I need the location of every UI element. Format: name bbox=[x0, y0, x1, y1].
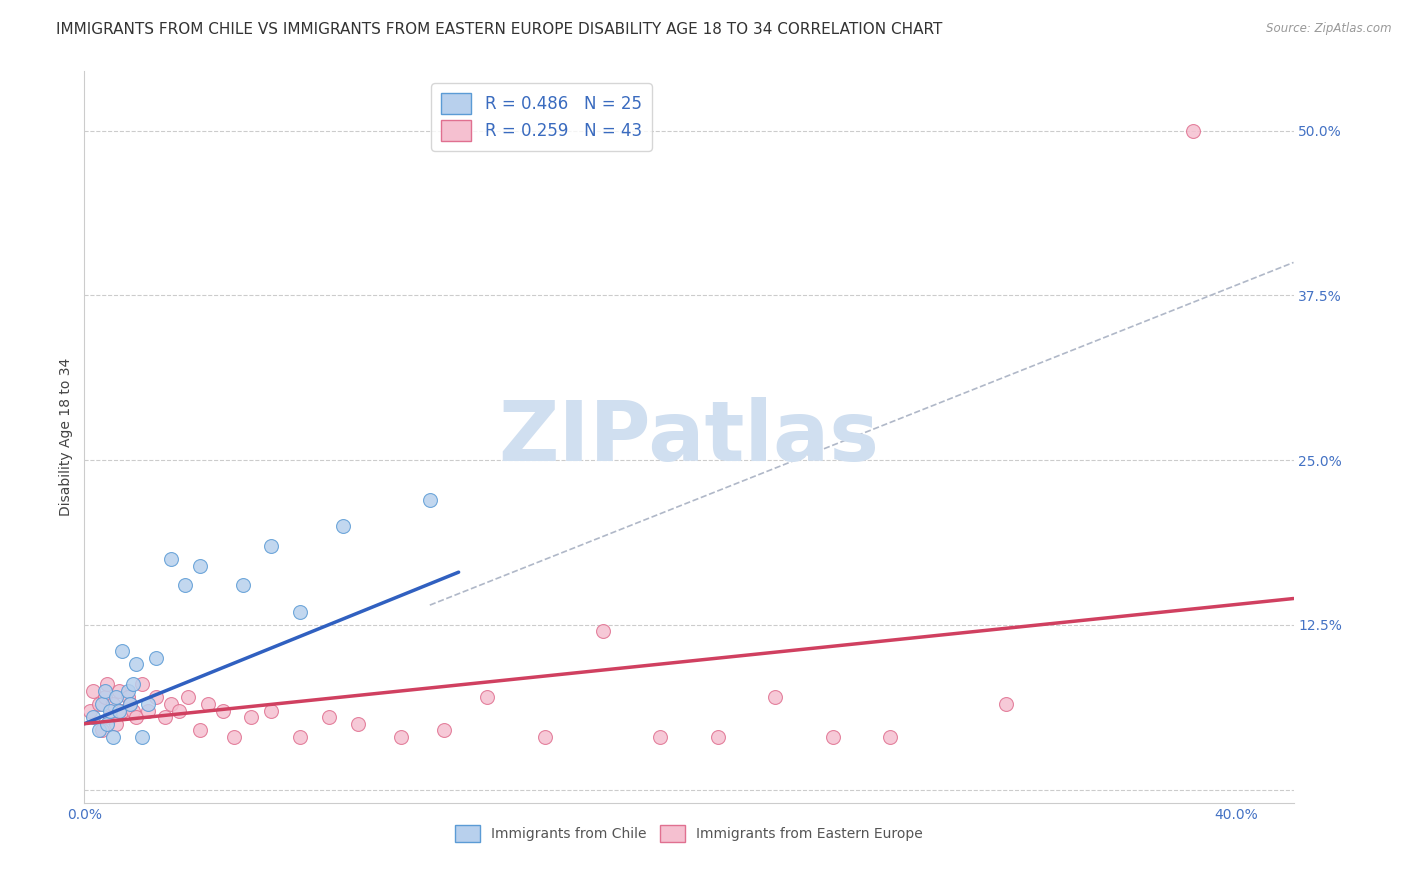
Point bbox=[188, 558, 211, 573]
Point bbox=[332, 519, 354, 533]
Point bbox=[108, 704, 131, 718]
Point bbox=[90, 697, 112, 711]
Point bbox=[98, 710, 121, 724]
Point bbox=[879, 730, 901, 744]
Point bbox=[159, 697, 181, 711]
Point bbox=[125, 710, 148, 724]
Point bbox=[650, 730, 672, 744]
Point bbox=[111, 644, 134, 658]
Point bbox=[90, 723, 112, 738]
Point bbox=[177, 690, 200, 705]
Point bbox=[117, 690, 139, 705]
Point bbox=[122, 704, 145, 718]
Point bbox=[592, 624, 614, 639]
Point bbox=[222, 730, 245, 744]
Point bbox=[108, 683, 131, 698]
Legend: Immigrants from Chile, Immigrants from Eastern Europe: Immigrants from Chile, Immigrants from E… bbox=[449, 819, 929, 847]
Text: Source: ZipAtlas.com: Source: ZipAtlas.com bbox=[1267, 22, 1392, 36]
Point bbox=[111, 704, 134, 718]
Point bbox=[120, 697, 142, 711]
Point bbox=[82, 683, 104, 698]
Point bbox=[87, 697, 110, 711]
Point bbox=[211, 704, 233, 718]
Point bbox=[260, 704, 283, 718]
Point bbox=[98, 704, 121, 718]
Point bbox=[534, 730, 557, 744]
Point bbox=[389, 730, 412, 744]
Point bbox=[93, 683, 115, 698]
Point bbox=[994, 697, 1017, 711]
Point bbox=[96, 677, 118, 691]
Y-axis label: Disability Age 18 to 34: Disability Age 18 to 34 bbox=[59, 358, 73, 516]
Point bbox=[93, 690, 115, 705]
Point bbox=[101, 697, 124, 711]
Point bbox=[290, 730, 312, 744]
Point bbox=[477, 690, 499, 705]
Point bbox=[347, 716, 370, 731]
Point bbox=[174, 578, 197, 592]
Point bbox=[821, 730, 844, 744]
Point bbox=[763, 690, 786, 705]
Point bbox=[159, 552, 181, 566]
Point bbox=[131, 730, 153, 744]
Point bbox=[1181, 123, 1204, 137]
Point bbox=[136, 704, 159, 718]
Point bbox=[82, 710, 104, 724]
Point bbox=[120, 697, 142, 711]
Point bbox=[188, 723, 211, 738]
Point bbox=[145, 650, 167, 665]
Point bbox=[125, 657, 148, 672]
Point bbox=[122, 677, 145, 691]
Point bbox=[117, 683, 139, 698]
Point bbox=[260, 539, 283, 553]
Point bbox=[419, 492, 441, 507]
Text: IMMIGRANTS FROM CHILE VS IMMIGRANTS FROM EASTERN EUROPE DISABILITY AGE 18 TO 34 : IMMIGRANTS FROM CHILE VS IMMIGRANTS FROM… bbox=[56, 22, 942, 37]
Point bbox=[101, 730, 124, 744]
Point bbox=[79, 704, 101, 718]
Point bbox=[706, 730, 728, 744]
Point bbox=[136, 697, 159, 711]
Point bbox=[240, 710, 263, 724]
Point bbox=[169, 704, 191, 718]
Point bbox=[290, 605, 312, 619]
Point bbox=[87, 723, 110, 738]
Point bbox=[145, 690, 167, 705]
Point bbox=[153, 710, 176, 724]
Point bbox=[318, 710, 340, 724]
Point bbox=[433, 723, 456, 738]
Point bbox=[96, 716, 118, 731]
Point bbox=[197, 697, 219, 711]
Point bbox=[105, 716, 128, 731]
Point bbox=[131, 677, 153, 691]
Point bbox=[232, 578, 254, 592]
Text: ZIPatlas: ZIPatlas bbox=[499, 397, 879, 477]
Point bbox=[105, 690, 128, 705]
